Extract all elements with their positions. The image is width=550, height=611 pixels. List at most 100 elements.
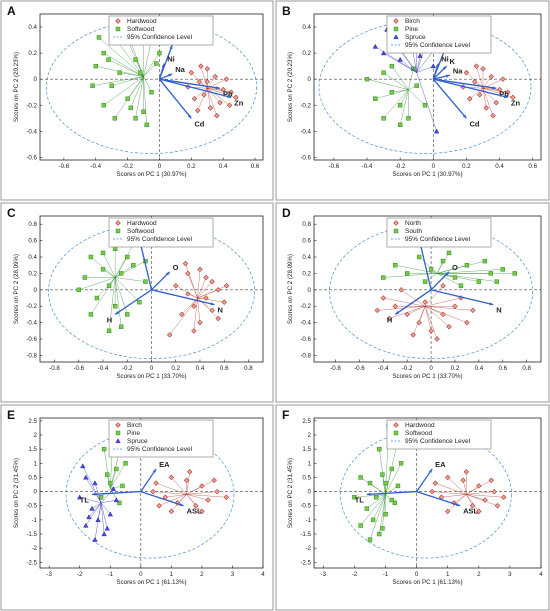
data-point	[196, 79, 203, 85]
data-point	[364, 506, 370, 511]
loading-label-na: Na	[453, 66, 463, 75]
y-tick-label: 0.2	[302, 270, 311, 277]
series-softwood	[90, 22, 162, 128]
legend-entry: South	[405, 228, 422, 235]
loading-arrowhead	[395, 311, 400, 315]
loading-arrowhead	[179, 503, 184, 507]
data-point	[389, 497, 394, 503]
data-point	[464, 319, 470, 326]
spoke-line	[111, 76, 144, 86]
legend-marker	[393, 220, 399, 226]
y-tick-label: -2	[31, 545, 37, 552]
spoke-line	[466, 494, 504, 498]
series-birch	[460, 63, 516, 119]
data-point	[494, 503, 501, 509]
loading-arrowhead	[161, 63, 165, 68]
legend-marker	[115, 220, 121, 226]
data-point	[94, 295, 100, 301]
data-point	[463, 469, 470, 475]
data-point	[201, 92, 207, 98]
panel-letter: F	[282, 408, 289, 422]
spoke-line	[424, 306, 432, 331]
x-tick-label: 0	[432, 163, 436, 170]
spoke-line	[436, 273, 462, 286]
x-axis-label: Scores on PC 1 (33.70%)	[392, 373, 462, 380]
x-tick-label: 0.2	[462, 163, 471, 170]
data-point	[150, 488, 156, 495]
spoke-line	[197, 297, 225, 303]
spoke-line	[400, 59, 417, 73]
spoke-line	[185, 263, 198, 299]
y-tick-label: -0.4	[26, 128, 37, 135]
x-tick-label: 0.4	[219, 163, 228, 170]
x-tick-label: -0.6	[354, 365, 365, 372]
data-point	[422, 299, 428, 305]
data-point	[482, 497, 488, 503]
legend-entry: Softwood	[127, 26, 154, 33]
spoke-line	[156, 482, 187, 495]
spoke-line	[115, 265, 134, 278]
x-tick-label: 2	[200, 571, 204, 578]
x-tick-label: 4	[261, 571, 265, 578]
data-point	[444, 508, 451, 515]
loading-arrowhead	[216, 86, 220, 90]
data-point	[358, 475, 363, 480]
data-point	[476, 483, 482, 489]
legend-marker	[115, 18, 121, 24]
data-point	[428, 267, 434, 272]
y-tick-label: 1.5	[28, 446, 37, 453]
data-point	[203, 274, 209, 281]
spoke-line	[114, 244, 134, 278]
data-point	[117, 70, 122, 75]
spoke-line	[482, 88, 508, 93]
spoke-line	[437, 260, 485, 274]
loading-arrowhead	[462, 114, 467, 119]
panel-letter: C	[7, 206, 16, 220]
x-tick-label: -0.6	[73, 365, 84, 372]
data-point	[88, 312, 94, 317]
loading-label-zn: Zn	[511, 98, 521, 107]
loading-label-tl: TL	[355, 495, 365, 504]
data-point	[446, 324, 452, 330]
data-point	[476, 279, 482, 284]
data-point	[125, 312, 130, 317]
loading-arrow	[159, 78, 232, 99]
data-point	[380, 295, 387, 301]
data-point	[118, 271, 124, 276]
loading-arrowhead	[152, 468, 157, 473]
spoke-line	[159, 494, 187, 506]
legend-entry: 95% Confidence Level	[127, 236, 193, 243]
data-point	[221, 299, 227, 305]
data-point	[223, 76, 230, 82]
confidence-ellipse	[65, 430, 235, 559]
data-point	[215, 315, 221, 322]
spoke-line	[193, 297, 198, 331]
panel-e: EA TL ASL -3 -2 -1 0 1 2 3 4 -2.5 -2 -1.5 -1 -0.5 0 0.5 1 1…	[0, 404, 274, 611]
data-point	[141, 109, 146, 114]
x-tick-label: 0.8	[522, 365, 531, 372]
spoke-line	[119, 72, 144, 77]
y-tick-label: 1	[34, 460, 38, 467]
data-point	[137, 299, 142, 305]
spoke-line	[100, 488, 114, 504]
y-tick-label: 0	[34, 76, 38, 83]
data-point	[186, 469, 193, 475]
data-point	[398, 287, 404, 293]
data-point	[496, 86, 503, 93]
data-point	[480, 66, 486, 72]
spoke-line	[383, 89, 409, 119]
data-point	[429, 488, 435, 495]
data-point	[106, 328, 112, 334]
spoke-line	[207, 88, 230, 106]
data-point	[112, 246, 118, 252]
legend-entry: Birch	[127, 422, 142, 429]
spoke-line	[466, 494, 498, 506]
axis-box	[39, 13, 264, 161]
data-point	[123, 461, 128, 466]
data-point	[482, 258, 488, 264]
spoke-line	[401, 289, 426, 307]
x-tick-label: 0.6	[220, 365, 229, 372]
data-point	[101, 446, 107, 452]
